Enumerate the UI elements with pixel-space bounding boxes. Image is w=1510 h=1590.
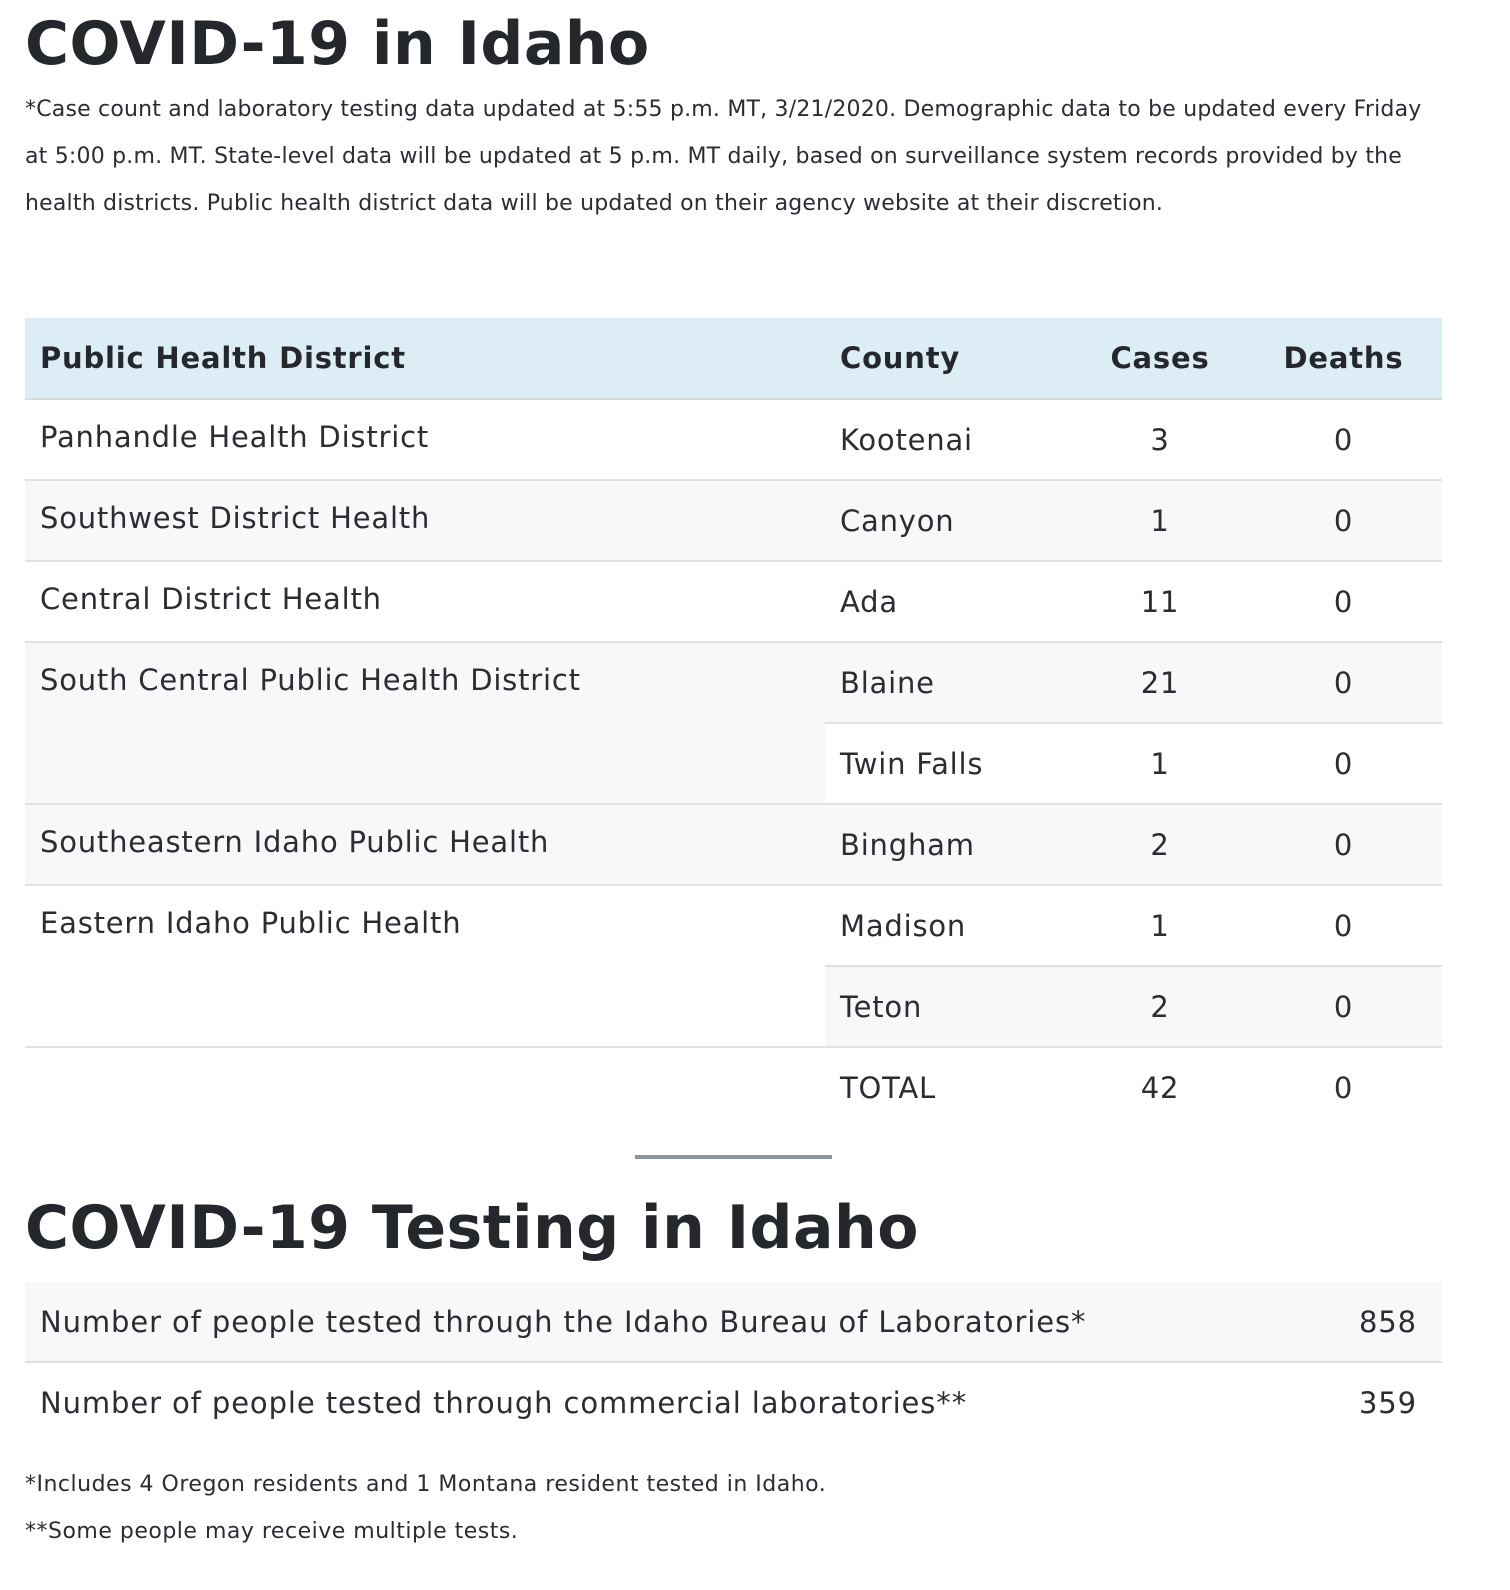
total-empty-cell xyxy=(25,1047,825,1127)
total-deaths: 0 xyxy=(1333,1070,1354,1105)
deaths-cell: 0 xyxy=(1245,723,1442,805)
update-notice: *Case count and laboratory testing data … xyxy=(25,97,1422,216)
table-row: Southwest District Health Canyon 1 0 xyxy=(25,480,1442,562)
district-cell: Southwest District Health xyxy=(25,480,825,562)
section-divider xyxy=(635,1155,832,1159)
total-row: TOTAL 42 0 xyxy=(25,1047,1442,1127)
table-row: Teton 2 0 xyxy=(25,966,1442,1048)
deaths-cell: 0 xyxy=(1245,804,1442,886)
table-row: Number of people tested through commerci… xyxy=(25,1362,1442,1442)
header-county: County xyxy=(825,318,1075,400)
header-deaths: Deaths xyxy=(1245,318,1442,400)
table-row: Eastern Idaho Public Health Madison 1 0 xyxy=(25,885,1442,1048)
table-row: Number of people tested through the Idah… xyxy=(25,1282,1442,1363)
district-cell: Southeastern Idaho Public Health xyxy=(25,804,825,886)
cases-cell: 21 xyxy=(1075,642,1245,724)
cases-cell: 11 xyxy=(1075,561,1245,643)
table-row: Southeastern Idaho Public Health Bingham… xyxy=(25,804,1442,886)
cases-cell: 3 xyxy=(1075,399,1245,481)
cases-cell: 1 xyxy=(1075,480,1245,562)
county-cell: Twin Falls xyxy=(825,723,1075,805)
total-cases: 42 xyxy=(1140,1070,1180,1105)
total-label: TOTAL xyxy=(840,1070,936,1105)
testing-value: 858 xyxy=(1282,1282,1442,1363)
page-title: COVID-19 in Idaho xyxy=(25,9,650,79)
table-header-row: Public Health District County Cases Deat… xyxy=(25,318,1442,400)
testing-value: 359 xyxy=(1358,1385,1417,1420)
deaths-cell: 0 xyxy=(1245,885,1442,967)
header-cases: Cases xyxy=(1075,318,1245,400)
testing-label: Number of people tested through the Idah… xyxy=(25,1282,1282,1363)
deaths-cell: 0 xyxy=(1245,480,1442,562)
county-cell: Blaine xyxy=(825,642,1075,724)
testing-table: Number of people tested through the Idah… xyxy=(25,1282,1442,1442)
footnote: *Includes 4 Oregon residents and 1 Monta… xyxy=(25,1472,827,1497)
deaths-cell: 0 xyxy=(1245,966,1442,1048)
table-row: Panhandle Health District Kootenai 3 0 xyxy=(25,399,1442,481)
cases-cell: 2 xyxy=(1075,804,1245,886)
header-district: Public Health District xyxy=(25,318,825,400)
district-cell: Panhandle Health District xyxy=(25,399,825,481)
cases-cell: 2 xyxy=(1075,966,1245,1048)
deaths-cell: 0 xyxy=(1245,399,1442,481)
cases-table: Public Health District County Cases Deat… xyxy=(25,318,1442,1127)
county-cell: Bingham xyxy=(825,804,1075,886)
county-cell: Madison xyxy=(825,885,1075,967)
footnote: **Some people may receive multiple tests… xyxy=(25,1519,519,1544)
county-cell: Kootenai xyxy=(825,399,1075,481)
cases-cell: 1 xyxy=(1075,885,1245,967)
district-cell: Central District Health xyxy=(25,561,825,643)
testing-label: Number of people tested through commerci… xyxy=(40,1385,968,1420)
county-cell: Ada xyxy=(825,561,1075,643)
district-cell: Eastern Idaho Public Health xyxy=(25,885,825,1048)
deaths-cell: 0 xyxy=(1245,561,1442,643)
cases-cell: 1 xyxy=(1075,723,1245,805)
table-row: Twin Falls 1 0 xyxy=(25,723,1442,805)
county-cell: Canyon xyxy=(825,480,1075,562)
county-cell: Teton xyxy=(825,966,1075,1048)
district-cell: South Central Public Health District xyxy=(25,642,825,805)
deaths-cell: 0 xyxy=(1245,642,1442,724)
table-row: Central District Health Ada 11 0 xyxy=(25,561,1442,643)
table-row: South Central Public Health District Bla… xyxy=(25,642,1442,805)
testing-section-title: COVID-19 Testing in Idaho xyxy=(25,1193,919,1263)
